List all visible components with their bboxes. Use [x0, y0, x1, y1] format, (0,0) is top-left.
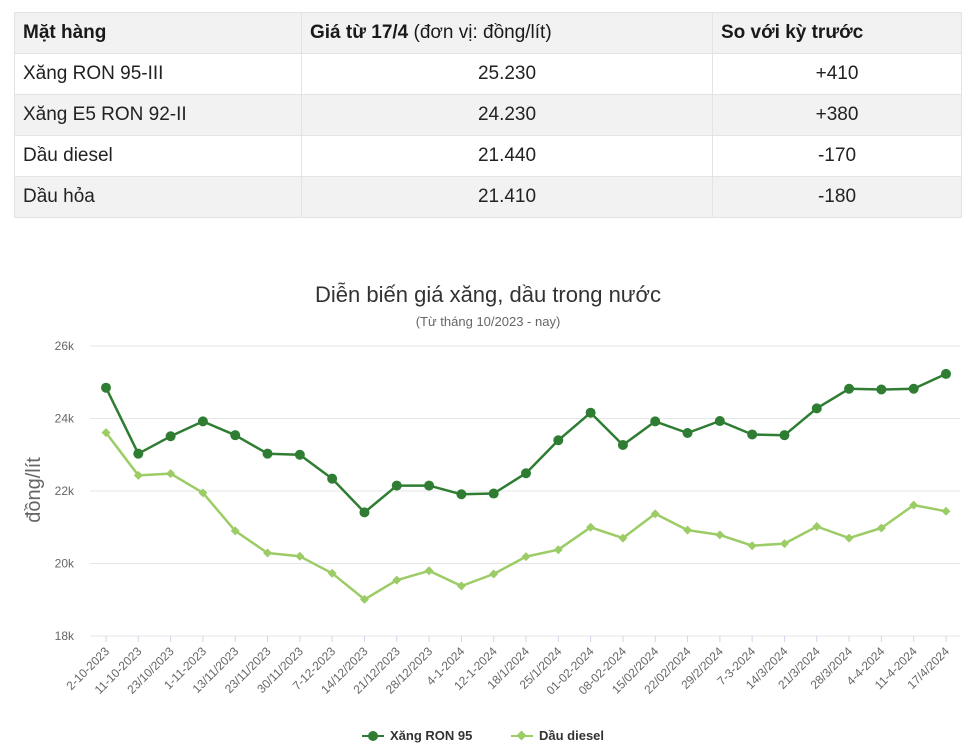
x-axis-ticks: 2-10-202311-10-202323/10/20231-11-202313… [64, 636, 952, 698]
data-point[interactable] [715, 530, 725, 540]
data-point[interactable] [424, 566, 434, 576]
data-point[interactable] [327, 473, 338, 484]
table-row: Dầu diesel 21.440 -170 [14, 135, 962, 177]
data-point[interactable] [166, 469, 176, 479]
cell-change: +380 [712, 94, 962, 136]
cell-change: +410 [712, 53, 962, 95]
data-point[interactable] [230, 526, 240, 536]
cell-price: 21.410 [301, 176, 713, 218]
data-point[interactable] [747, 541, 757, 551]
chart-title: Diễn biến giá xăng, dầu trong nước [315, 282, 661, 307]
price-table: Mặt hàng Giá từ 17/4 (đơn vị: đồng/lít) … [14, 12, 962, 218]
data-point[interactable] [521, 468, 531, 479]
data-point[interactable] [617, 439, 628, 450]
data-point[interactable] [198, 488, 208, 498]
cell-item: Dầu hỏa [14, 176, 302, 218]
data-point[interactable] [230, 430, 241, 441]
data-point[interactable] [941, 368, 951, 379]
header-change: So với kỳ trước [712, 12, 962, 54]
table-header-row: Mặt hàng Giá từ 17/4 (đơn vị: đồng/lít) … [14, 12, 962, 54]
data-point[interactable] [165, 431, 176, 442]
series-group [101, 368, 951, 604]
cell-change: -180 [712, 176, 962, 218]
data-point[interactable] [650, 416, 661, 427]
data-point[interactable] [844, 383, 855, 394]
data-point[interactable] [424, 480, 435, 491]
data-point[interactable] [488, 488, 499, 499]
header-item: Mặt hàng [14, 12, 302, 54]
cell-item: Xăng RON 95-III [14, 53, 302, 95]
data-point[interactable] [747, 429, 758, 440]
y-tick-label: 20k [55, 557, 75, 571]
data-point[interactable] [714, 416, 725, 427]
data-point[interactable] [779, 430, 790, 441]
data-point[interactable] [844, 533, 854, 543]
legend-swatch-circle [362, 730, 384, 742]
data-point[interactable] [262, 448, 273, 459]
data-point[interactable] [941, 506, 951, 516]
header-price: Giá từ 17/4 (đơn vị: đồng/lít) [301, 12, 713, 54]
data-point[interactable] [263, 548, 273, 558]
data-point[interactable] [812, 522, 822, 532]
cell-price: 25.230 [301, 53, 713, 95]
table-row: Xăng RON 95-III 25.230 +410 [14, 53, 962, 95]
data-point[interactable] [133, 448, 144, 459]
data-point[interactable] [327, 568, 337, 578]
data-point[interactable] [392, 575, 402, 585]
data-point[interactable] [585, 407, 596, 418]
y-tick-label: 22k [55, 484, 75, 498]
cell-price: 24.230 [301, 94, 713, 136]
y-tick-label: 24k [55, 412, 75, 426]
data-point[interactable] [650, 509, 660, 519]
cell-item: Dầu diesel [14, 135, 302, 177]
data-point[interactable] [133, 470, 143, 480]
data-point[interactable] [553, 435, 564, 446]
series-line-0 [104, 372, 947, 514]
data-point[interactable] [295, 551, 305, 561]
data-point[interactable] [101, 428, 111, 438]
data-point[interactable] [682, 428, 693, 438]
y-tick-label: 18k [55, 629, 75, 643]
table-row: Dầu hỏa 21.410 -180 [14, 176, 962, 218]
grid-lines [90, 345, 960, 637]
legend-item-ron95[interactable]: Xăng RON 95 [362, 728, 472, 743]
data-point[interactable] [197, 416, 208, 427]
legend-swatch-diamond [511, 730, 533, 742]
data-point[interactable] [779, 539, 789, 549]
line-chart: Diễn biến giá xăng, dầu trong nước (Từ t… [23, 282, 960, 698]
y-axis-label: đồng/lít [23, 457, 45, 523]
data-point[interactable] [521, 552, 531, 562]
y-axis-ticks: 18k 20k 22k 24k 26k [55, 339, 75, 643]
data-point[interactable] [683, 525, 693, 535]
data-point[interactable] [908, 383, 919, 394]
legend-item-diesel[interactable]: Dầu diesel [511, 728, 604, 743]
data-point[interactable] [909, 500, 919, 510]
cell-price: 21.440 [301, 135, 713, 177]
data-point[interactable] [811, 403, 822, 414]
legend-label: Dầu diesel [539, 728, 605, 743]
data-point[interactable] [359, 507, 370, 518]
data-point[interactable] [489, 569, 499, 579]
data-point[interactable] [456, 581, 466, 591]
legend-label: Xăng RON 95 [390, 728, 473, 743]
data-point[interactable] [359, 594, 369, 604]
data-point[interactable] [101, 382, 111, 393]
legend: Xăng RON 95 Dầu diesel [0, 728, 970, 748]
cell-change: -170 [712, 135, 962, 177]
chart-subtitle: (Từ tháng 10/2023 - nay) [416, 314, 561, 329]
data-point[interactable] [553, 545, 563, 555]
data-point[interactable] [876, 384, 887, 395]
y-tick-label: 26k [55, 339, 75, 353]
data-point[interactable] [876, 523, 886, 533]
data-point[interactable] [618, 533, 628, 543]
data-point[interactable] [391, 480, 402, 491]
data-point[interactable] [294, 449, 305, 460]
table-row: Xăng E5 RON 92-II 24.230 +380 [14, 94, 962, 136]
data-point[interactable] [586, 522, 596, 532]
series-line-1 [105, 431, 947, 601]
data-point[interactable] [456, 489, 467, 500]
cell-item: Xăng E5 RON 92-II [14, 94, 302, 136]
